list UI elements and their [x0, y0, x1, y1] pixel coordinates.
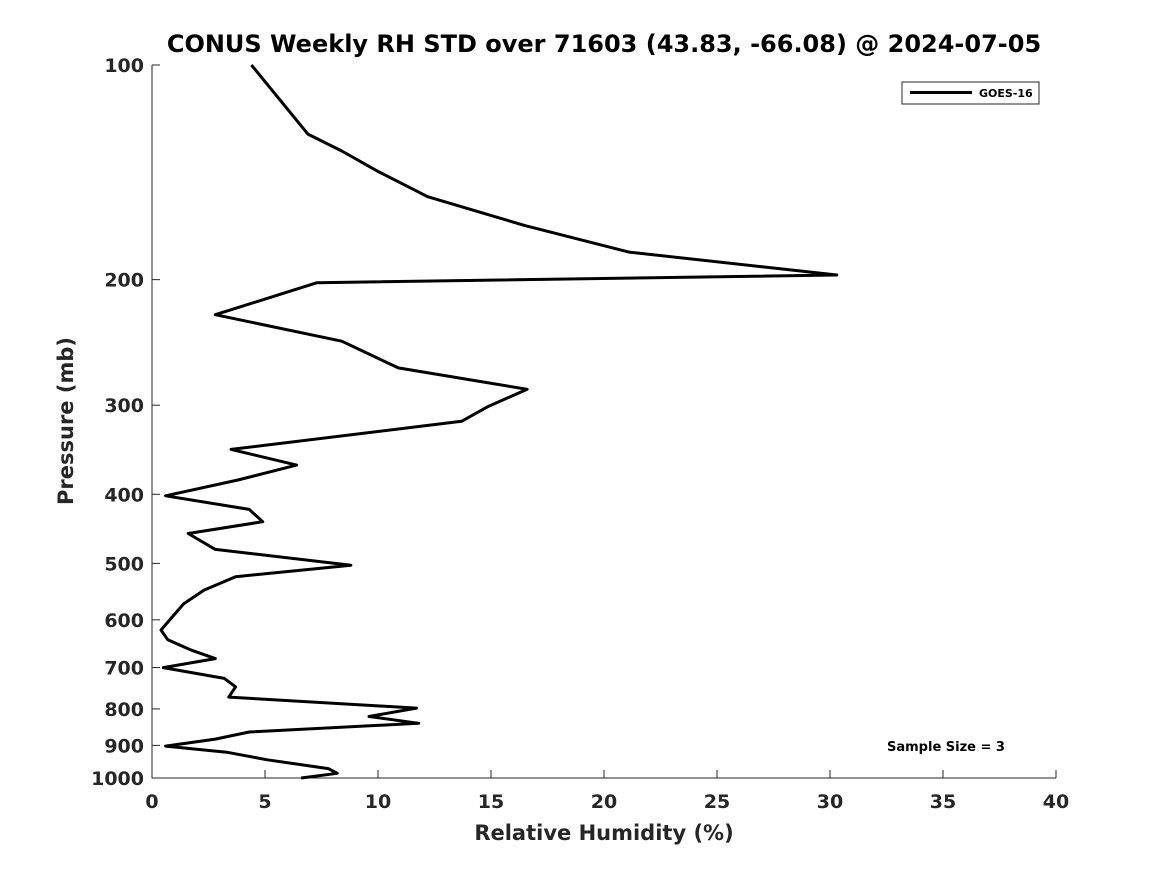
- sample-size-annotation: Sample Size = 3: [887, 740, 1005, 755]
- series-line-goes-16: [159, 64, 839, 780]
- plot-frame: [151, 65, 1056, 779]
- plot-area: 0 5 10 15 20 25 30 35 40 100 200 300 400 500 600 700 80…: [91, 55, 1069, 813]
- y-tick-label: 500: [104, 553, 144, 575]
- x-tick-label: 40: [1043, 791, 1069, 813]
- x-tick-label: 25: [704, 791, 730, 813]
- y-tick-label: 200: [104, 270, 144, 292]
- y-tick-label: 300: [104, 395, 144, 417]
- y-tick-label: 100: [104, 55, 144, 77]
- y-tick-label: 1000: [91, 768, 144, 790]
- x-axis-label: Relative Humidity (%): [474, 821, 733, 845]
- y-tick-label: 700: [104, 658, 144, 680]
- x-tick-label: 10: [365, 791, 391, 813]
- y-tick-label: 600: [104, 610, 144, 632]
- x-tick-label: 35: [930, 791, 956, 813]
- x-tick-label: 30: [817, 791, 843, 813]
- legend-entry-goes-16: GOES-16: [979, 87, 1033, 100]
- x-tick-label: 0: [145, 791, 158, 813]
- x-tick-label: 20: [591, 791, 617, 813]
- y-tick-label: 800: [104, 699, 144, 721]
- x-tick-label: 5: [258, 791, 271, 813]
- x-axis-ticks: 0 5 10 15 20 25 30 35 40: [145, 770, 1069, 813]
- y-axis-label: Pressure (mb): [54, 337, 78, 505]
- legend: GOES-16: [901, 81, 1040, 105]
- y-tick-label: 400: [104, 484, 144, 506]
- x-tick-label: 15: [478, 791, 504, 813]
- y-tick-label: 900: [104, 735, 144, 757]
- chart-title: CONUS Weekly RH STD over 71603 (43.83, -…: [167, 30, 1041, 58]
- y-axis-ticks: 100 200 300 400 500 600 700 800 900 1000: [91, 55, 160, 790]
- series-layer: [159, 64, 839, 780]
